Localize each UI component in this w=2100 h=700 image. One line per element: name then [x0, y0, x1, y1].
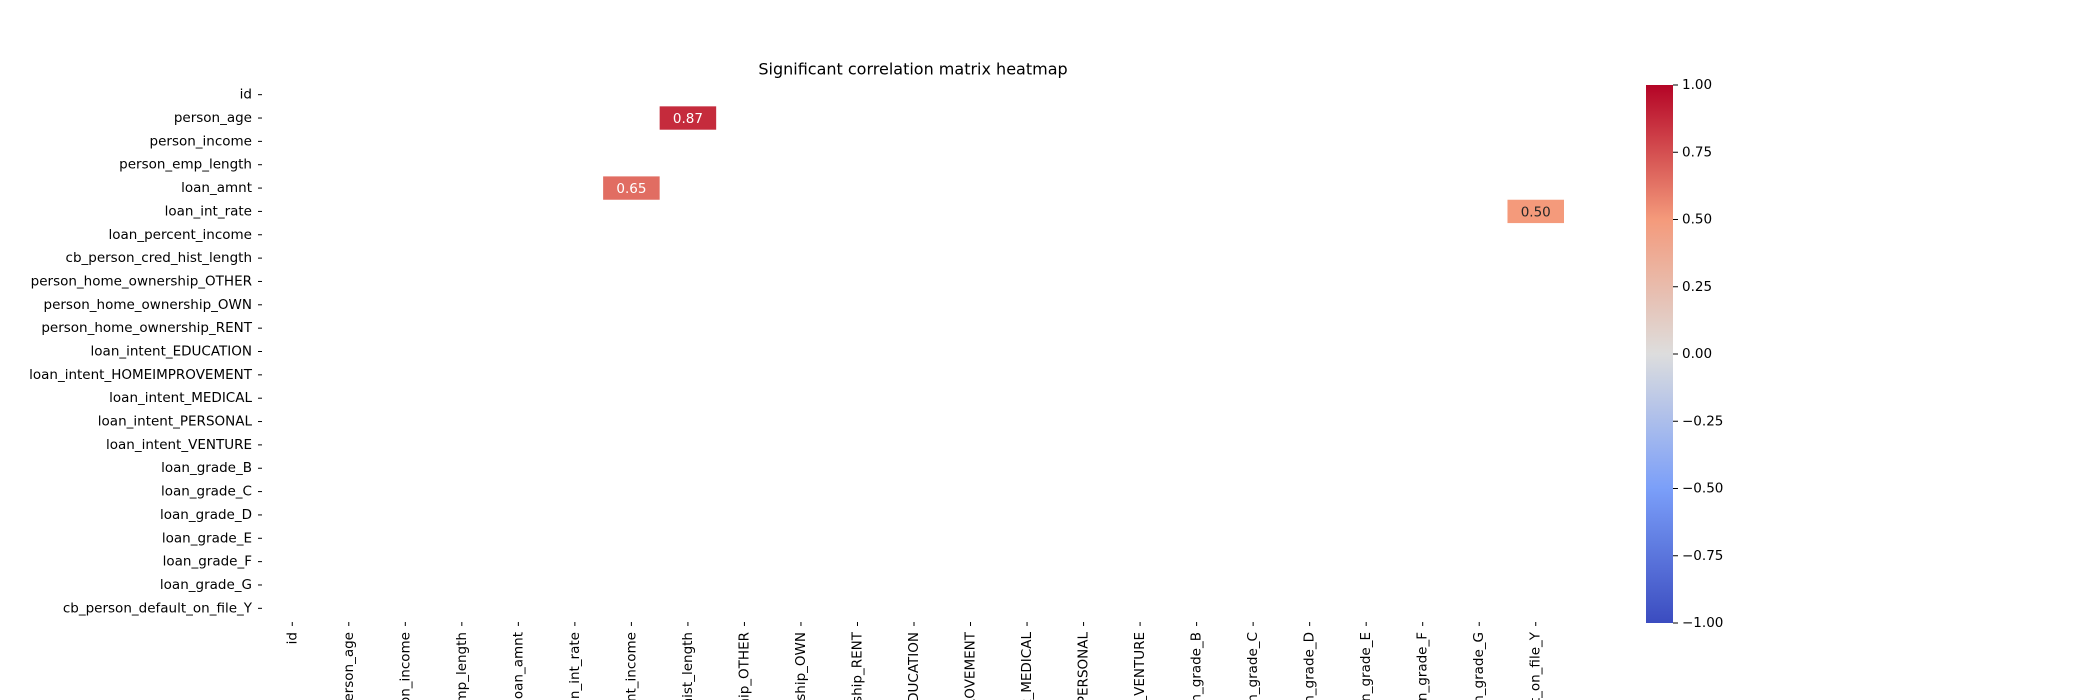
y-tick-label: person_home_ownership_OTHER: [31, 273, 252, 289]
y-tick-label: loan_intent_HOMEIMPROVEMENT: [29, 367, 253, 383]
y-tick-label: person_home_ownership_RENT: [41, 320, 252, 336]
cell-label: 0.65: [616, 181, 646, 197]
y-tick-label: loan_grade_C: [161, 484, 252, 500]
y-tick-label: loan_grade_E: [162, 530, 252, 546]
y-tick-label: loan_grade_G: [160, 577, 252, 593]
y-tick-label: loan_amnt: [181, 180, 252, 196]
x-tick-label: id: [284, 632, 300, 644]
y-tick-label: loan_intent_MEDICAL: [109, 390, 252, 406]
colorbar-tick-label: −1.00: [1682, 615, 1723, 631]
colorbar-tick-label: −0.50: [1682, 481, 1723, 497]
x-tick-label: person_income: [397, 632, 413, 700]
y-tick-label: loan_intent_VENTURE: [106, 437, 252, 453]
cell-label: 0.87: [673, 111, 703, 127]
x-tick-label: person_emp_length: [454, 632, 470, 700]
x-tick-label: person_home_ownership_RENT: [849, 631, 865, 700]
colorbar-tick-label: 0.50: [1682, 212, 1712, 228]
x-tick-label: loan_grade_F: [1415, 632, 1431, 700]
x-tick-label: loan_grade_G: [1471, 632, 1487, 700]
x-tick-label: cb_person_default_on_file_Y: [1528, 631, 1544, 700]
x-tick-label: loan_intent_MEDICAL: [1019, 632, 1035, 700]
y-tick-label: cb_person_cred_hist_length: [66, 250, 252, 266]
x-tick-label: loan_grade_B: [1189, 632, 1205, 700]
x-tick-label: loan_int_rate: [567, 632, 583, 700]
heatmap-cell: [1507, 199, 1564, 224]
x-tick-label: cb_person_cred_hist_length: [680, 632, 696, 700]
x-tick-label: person_age: [341, 632, 357, 700]
chart-title: Significant correlation matrix heatmap: [758, 60, 1067, 79]
colorbar-tick-label: 0.25: [1682, 279, 1712, 295]
colorbar-tick-label: 1.00: [1682, 77, 1712, 93]
x-tick-label: person_home_ownership_OTHER: [736, 632, 752, 700]
x-tick-label: loan_amnt: [510, 632, 526, 700]
x-tick-label: person_home_ownership_OWN: [793, 632, 809, 700]
y-tick-label: loan_grade_F: [163, 554, 252, 570]
y-tick-label: person_emp_length: [119, 157, 252, 173]
cell-label: 0.50: [1521, 204, 1551, 220]
y-tick-label: id: [240, 87, 252, 103]
y-tick-label: loan_int_rate: [165, 203, 252, 219]
heatmap-cell: [659, 106, 717, 130]
x-tick-label: loan_intent_PERSONAL: [1076, 632, 1092, 700]
x-tick-label: loan_intent_HOMEIMPROVEMENT: [963, 631, 979, 700]
y-tick-label: person_home_ownership_OWN: [44, 297, 253, 313]
x-tick-label: loan_intent_VENTURE: [1132, 632, 1148, 700]
y-tick-label: loan_percent_income: [109, 227, 253, 243]
x-tick-label: loan_grade_D: [1302, 632, 1318, 700]
colorbar-tick-label: −0.75: [1682, 548, 1723, 564]
y-tick-label: loan_grade_D: [160, 507, 252, 523]
colorbar-tick-label: −0.25: [1682, 413, 1723, 429]
heatmap-cell: [603, 176, 660, 200]
x-tick-label: loan_grade_E: [1358, 632, 1374, 700]
y-tick-label: person_income: [150, 133, 252, 149]
y-tick-label: loan_intent_PERSONAL: [98, 414, 253, 430]
y-tick-label: person_age: [174, 110, 252, 126]
y-tick-label: loan_intent_EDUCATION: [91, 344, 252, 360]
x-tick-label: loan_grade_C: [1245, 632, 1261, 700]
y-tick-label: cb_person_default_on_file_Y: [63, 600, 253, 616]
y-tick-label: loan_grade_B: [161, 460, 252, 476]
x-tick-label: loan_intent_EDUCATION: [906, 632, 922, 700]
x-tick-label: loan_percent_income: [623, 632, 639, 700]
colorbar-tick-label: 0.75: [1682, 144, 1712, 160]
colorbar: [1646, 85, 1673, 623]
colorbar-tick-label: 0.00: [1682, 346, 1712, 362]
